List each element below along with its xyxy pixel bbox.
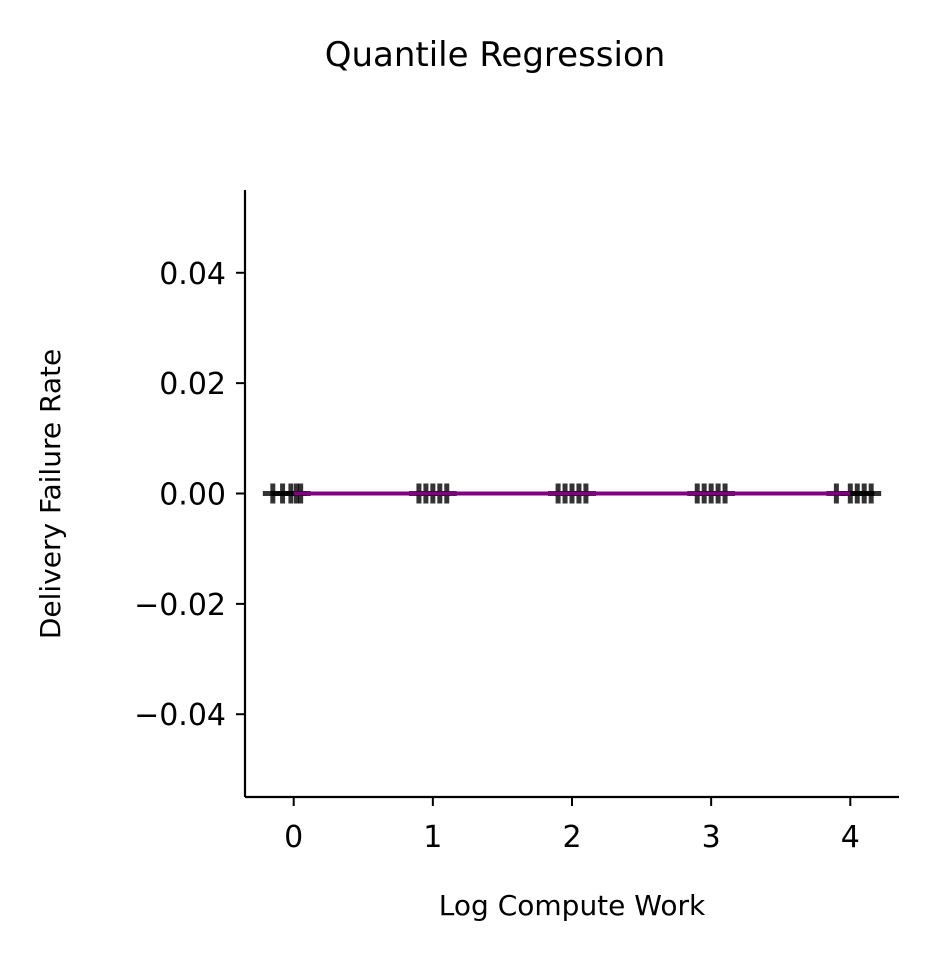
data-point bbox=[861, 483, 882, 504]
x-axis-ticks: 0 1 2 3 4 bbox=[284, 797, 860, 855]
y-tick-label: −0.02 bbox=[134, 588, 226, 623]
y-tick-label: 0.00 bbox=[159, 478, 226, 513]
x-tick-label: 2 bbox=[562, 820, 581, 855]
y-axis-ticks: 0.04 0.02 0.00 −0.02 −0.04 bbox=[134, 257, 245, 733]
x-axis-label: Log Compute Work bbox=[439, 889, 706, 922]
data-series bbox=[262, 483, 882, 504]
chart-title: Quantile Regression bbox=[325, 35, 666, 75]
x-tick-label: 4 bbox=[841, 820, 860, 855]
y-tick-label: −0.04 bbox=[134, 698, 226, 733]
x-tick-label: 0 bbox=[284, 820, 303, 855]
x-tick-label: 3 bbox=[702, 820, 721, 855]
y-axis-label: Delivery Failure Rate bbox=[34, 349, 67, 639]
x-tick-label: 1 bbox=[423, 820, 442, 855]
y-tick-label: 0.02 bbox=[159, 367, 226, 402]
y-tick-label: 0.04 bbox=[159, 257, 226, 292]
